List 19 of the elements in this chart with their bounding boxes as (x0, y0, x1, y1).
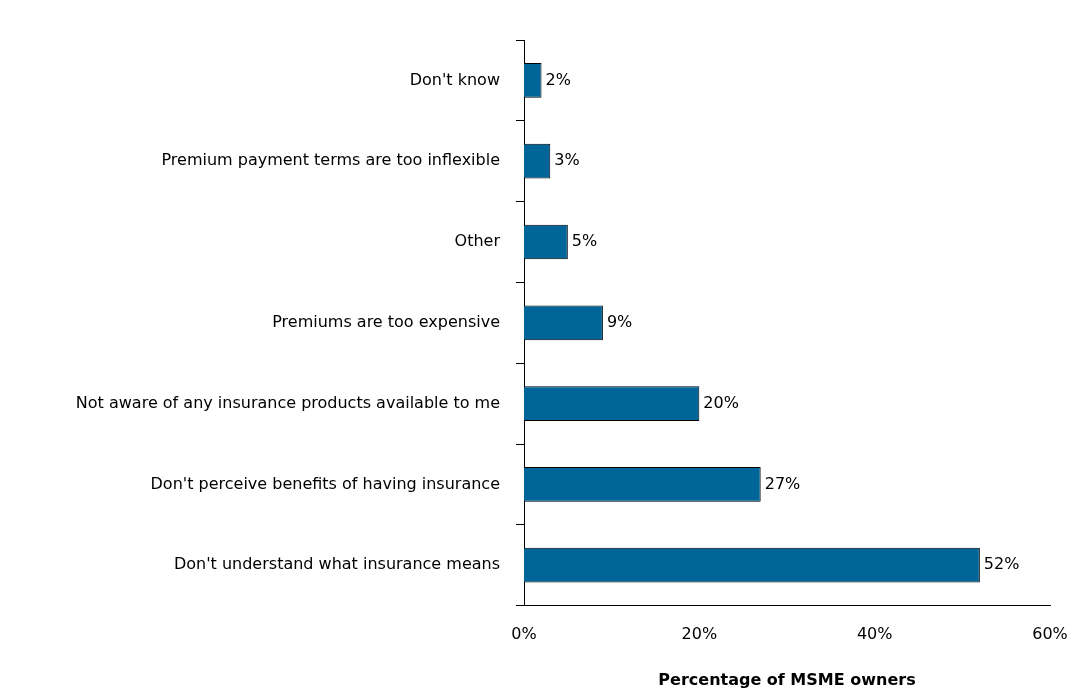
y-tick-label: Don't know (409, 69, 500, 89)
data-label: 2% (545, 69, 571, 89)
x-tick-label: 40% (856, 624, 893, 644)
data-label: 52% (983, 554, 1020, 574)
y-tick-label: Premium payment terms are too inflexible (161, 150, 500, 170)
x-tick-label: 20% (681, 624, 718, 644)
data-label: 9% (606, 311, 633, 331)
y-tick-label: Other (454, 231, 501, 251)
x-tick-label: 0% (511, 624, 537, 644)
data-label: 20% (703, 392, 739, 412)
x-tick-label: 60% (1032, 624, 1068, 644)
y-tick-label: Don't perceive benefits of having insurance (150, 473, 500, 493)
data-label: 27% (764, 473, 801, 493)
y-tick-label: Don't understand what insurance means (173, 554, 500, 574)
x-axis-title: Percentage of MSME owners (658, 669, 916, 689)
data-label: 3% (554, 150, 580, 170)
y-tick-label: Premiums are too expensive (272, 311, 500, 331)
data-label: 5% (571, 231, 598, 251)
y-tick-label: Not aware of any insurance products available to me (75, 392, 500, 412)
